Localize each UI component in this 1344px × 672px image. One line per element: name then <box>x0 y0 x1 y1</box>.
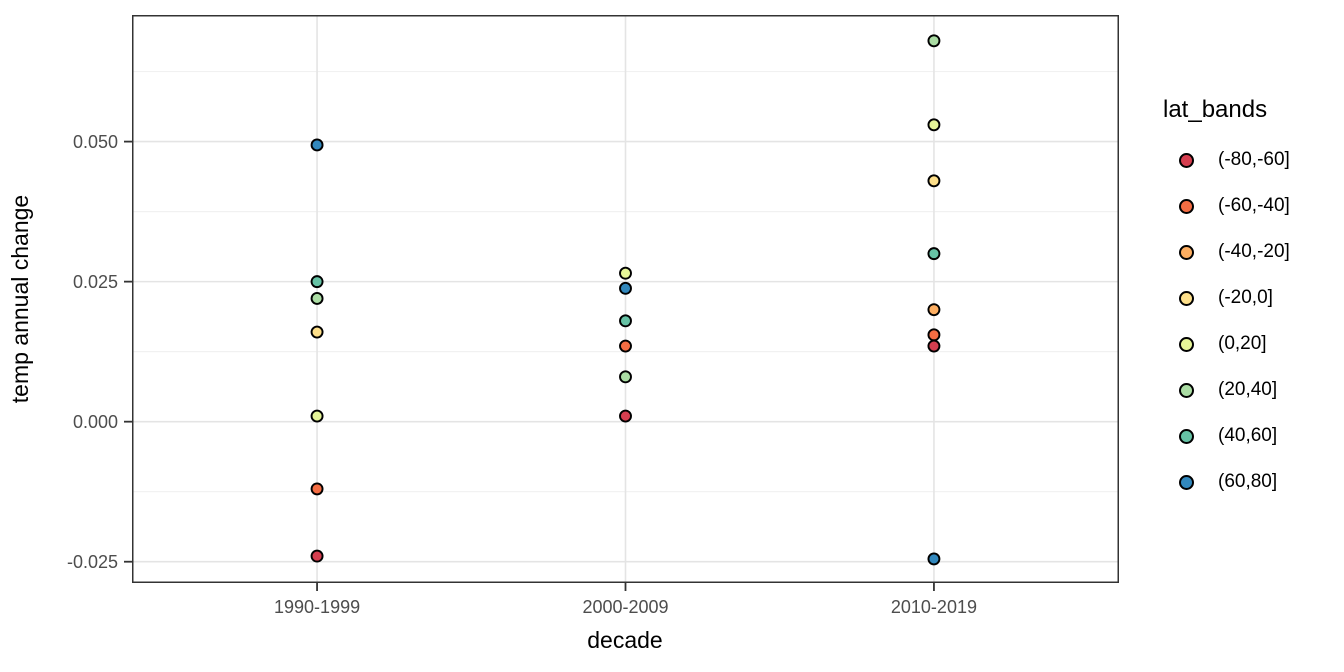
legend-label: (40,60] <box>1218 425 1278 446</box>
legend-label: (0,20] <box>1218 333 1267 354</box>
data-point <box>927 303 941 317</box>
data-point <box>927 328 941 342</box>
legend-entry: (-40,-20] <box>1163 229 1290 275</box>
legend-label: (-40,-20] <box>1218 241 1290 262</box>
legend-key-dot <box>1179 382 1194 398</box>
x-axis-title: decade <box>587 627 663 653</box>
data-point <box>619 281 632 295</box>
data-point <box>310 549 324 563</box>
legend-key-dot <box>1179 198 1194 214</box>
legend-entry: (60,80] <box>1163 459 1290 505</box>
legend-key-dot <box>1179 474 1194 490</box>
legend-key-dot <box>1179 290 1194 306</box>
data-point <box>619 266 632 280</box>
legend-key-dot <box>1179 152 1194 168</box>
legend-label: (-20,0] <box>1218 287 1273 308</box>
legend-entry: (20,40] <box>1163 367 1290 413</box>
legend-entry: (-20,0] <box>1163 275 1290 321</box>
data-point <box>310 409 324 423</box>
legend-entry: (0,20] <box>1163 321 1290 367</box>
panel-border <box>132 15 1119 583</box>
data-point <box>619 339 632 353</box>
y-tick-label: 0.050 <box>72 131 118 152</box>
data-point <box>927 118 941 132</box>
data-point <box>927 552 941 566</box>
data-point <box>927 339 941 353</box>
plot-canvas <box>124 15 1119 591</box>
x-tick-label: 2010-2019 <box>890 597 977 617</box>
y-tick-label: 0.025 <box>72 271 118 292</box>
legend-label: (20,40] <box>1218 379 1278 400</box>
y-tick-label: -0.025 <box>66 551 118 572</box>
x-tick-label: 2000-2009 <box>582 597 669 617</box>
data-point <box>619 370 632 384</box>
data-point <box>927 247 941 261</box>
plot-panel <box>124 15 1119 591</box>
legend-entry: (-80,-60] <box>1163 137 1290 183</box>
legend-label: (-80,-60] <box>1218 149 1290 170</box>
data-point <box>310 291 324 305</box>
data-point <box>310 325 324 339</box>
legend-key-dot <box>1179 244 1194 260</box>
data-point <box>619 409 632 423</box>
legend-label: (60,80] <box>1218 471 1278 492</box>
y-axis-title: temp annual change <box>7 194 33 404</box>
legend-entry: (40,60] <box>1163 413 1290 459</box>
legend-key-dot <box>1179 428 1194 444</box>
data-point <box>310 482 324 496</box>
legend-entry: (-60,-40] <box>1163 183 1290 229</box>
data-point <box>310 138 324 152</box>
data-point <box>927 174 941 188</box>
legend-key-dot <box>1179 336 1194 352</box>
legend-entries: (-80,-60] (-60,-40] (-40,-20] (-20,0] (0,20]… <box>1163 137 1290 505</box>
data-point <box>310 275 324 289</box>
data-point <box>619 314 632 328</box>
y-tick-label: 0.000 <box>72 411 118 432</box>
legend-title: lat_bands <box>1163 96 1268 123</box>
x-tick-label: 1990-1999 <box>274 597 361 617</box>
data-point <box>927 34 941 48</box>
legend-label: (-60,-40] <box>1218 195 1290 216</box>
